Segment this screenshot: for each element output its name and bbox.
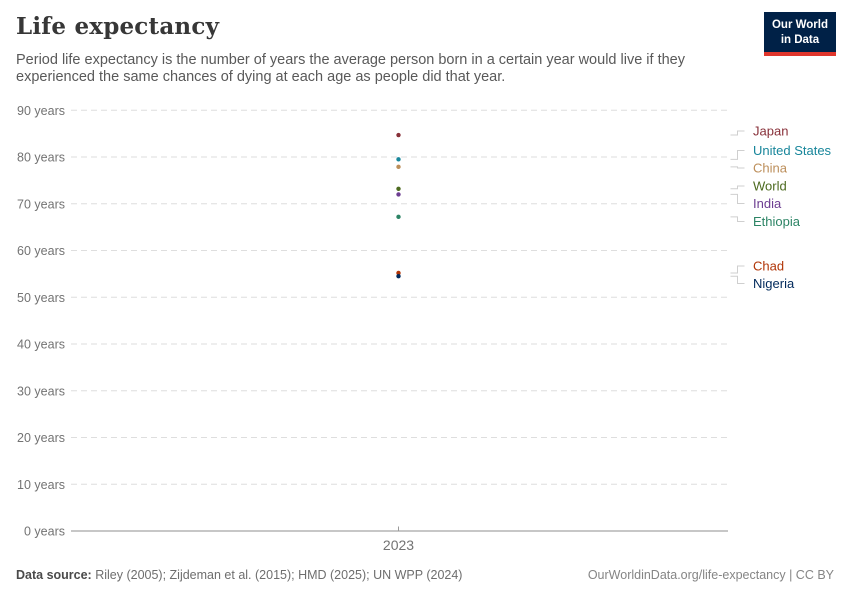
- data-source-text: Riley (2005); Zijdeman et al. (2015); HM…: [91, 568, 463, 582]
- label-connector-nigeria: [730, 275, 745, 284]
- x-tick-label: 2023: [383, 537, 414, 553]
- y-tick-label-50: 50 years: [17, 291, 65, 305]
- y-tick-label-90: 90 years: [17, 104, 65, 118]
- data-point-japan: [396, 132, 401, 138]
- label-connector-ethiopia: [730, 216, 745, 222]
- entity-label-world[interactable]: World: [753, 179, 787, 194]
- y-tick-label-60: 60 years: [17, 244, 65, 258]
- entity-label-india[interactable]: India: [753, 196, 782, 211]
- label-connector-chad: [730, 265, 745, 274]
- data-point-world: [396, 186, 401, 191]
- label-connector-china: [730, 166, 745, 169]
- y-tick-label-0: 0 years: [24, 525, 65, 539]
- entity-label-chad[interactable]: Chad: [753, 259, 784, 274]
- data-point-ethiopia: [396, 214, 401, 220]
- label-connector-world: [730, 185, 745, 190]
- y-tick-label-80: 80 years: [17, 151, 65, 165]
- data-point-chad: [396, 270, 401, 276]
- credit-link[interactable]: OurWorldinData.org/life-expectancy | CC …: [587, 568, 834, 582]
- y-tick-label-70: 70 years: [17, 197, 65, 211]
- entity-label-ethiopia[interactable]: Ethiopia: [753, 214, 801, 229]
- chart-subtitle: Period life expectancy is the number of …: [16, 52, 685, 86]
- data-source-note: Data source: Riley (2005); Zijdeman et a…: [16, 568, 462, 582]
- label-connector-japan: [730, 130, 745, 136]
- y-tick-label-30: 30 years: [17, 384, 65, 398]
- y-tick-label-10: 10 years: [17, 478, 65, 492]
- owid-logo[interactable]: Our World in Data: [763, 12, 836, 56]
- chart-footer: Data source: Riley (2005); Zijdeman et a…: [16, 568, 834, 582]
- owid-logo-line2: in Data: [780, 33, 820, 46]
- entity-label-china[interactable]: China: [753, 161, 788, 176]
- entity-label-japan[interactable]: Japan: [753, 124, 788, 139]
- data-point-india: [396, 192, 401, 197]
- entity-label-united-states[interactable]: United States: [753, 143, 832, 158]
- owid-logo-line1: Our World: [771, 19, 828, 31]
- data-point-nigeria: [396, 274, 401, 279]
- data-point-united-states: [396, 157, 401, 162]
- label-connector-india: [730, 193, 745, 204]
- data-source-label: Data source:: [16, 568, 92, 582]
- y-tick-label-20: 20 years: [17, 431, 65, 445]
- data-point-china: [396, 164, 401, 170]
- y-tick-label-40: 40 years: [17, 338, 65, 352]
- label-connector-united-states: [730, 150, 745, 160]
- entity-label-nigeria[interactable]: Nigeria: [753, 276, 795, 291]
- page-title: Life expectancy: [16, 13, 220, 40]
